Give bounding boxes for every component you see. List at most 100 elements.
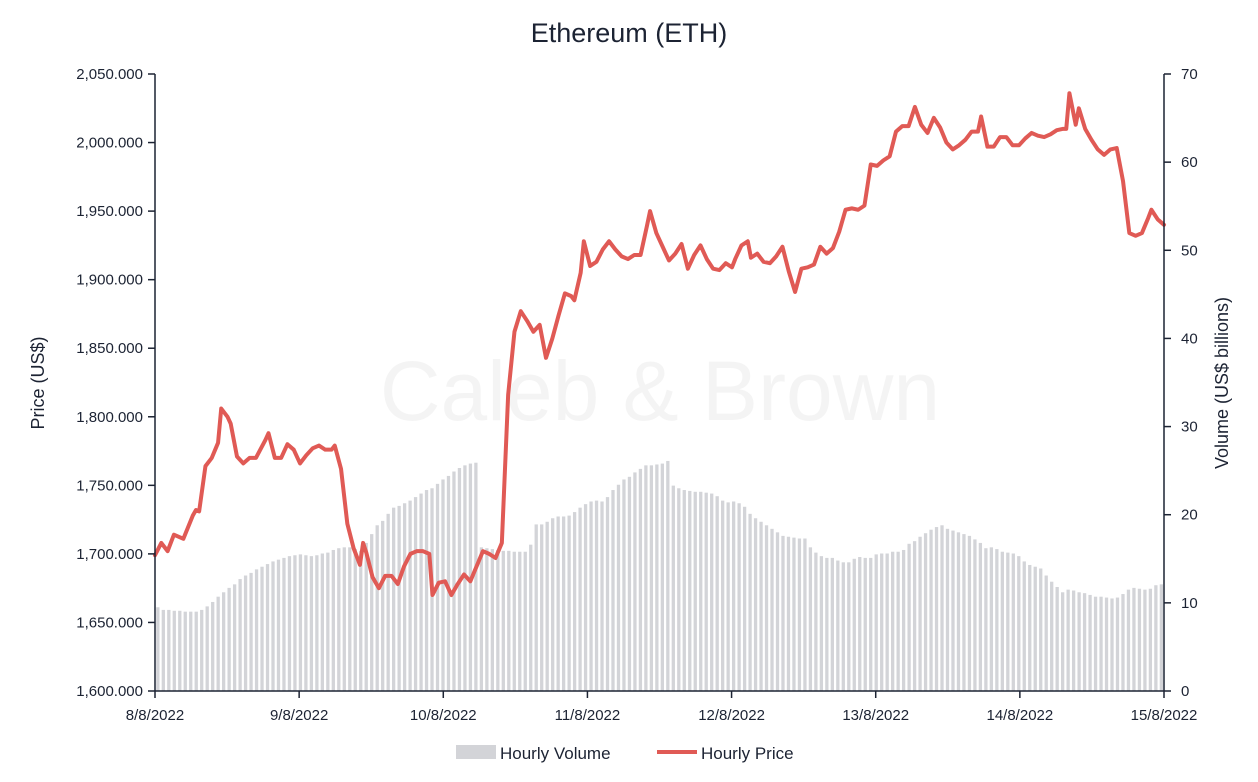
legend: Hourly Volume Hourly Price	[456, 744, 794, 763]
x-tick-label: 15/8/2022	[1131, 707, 1198, 724]
volume-bar	[677, 488, 681, 691]
volume-bar	[989, 547, 994, 691]
volume-bar	[797, 538, 802, 691]
volume-bar	[923, 533, 928, 691]
volume-bar	[200, 609, 204, 691]
volume-bar	[945, 528, 950, 691]
volume-bar	[742, 506, 747, 691]
volume-bar	[748, 513, 752, 691]
volume-bar	[298, 554, 303, 691]
left-tick-label: 1,600.000	[76, 683, 143, 700]
volume-bar	[413, 497, 418, 691]
volume-bar	[282, 557, 286, 691]
x-tick-label: 13/8/2022	[842, 707, 909, 724]
volume-bar	[446, 475, 451, 691]
left-tick-label: 1,800.000	[76, 409, 143, 426]
volume-bar	[315, 555, 319, 691]
volume-bar	[660, 463, 664, 691]
volume-bar	[633, 472, 637, 691]
volume-bar	[161, 609, 165, 691]
watermark: Caleb & Brown	[380, 344, 940, 438]
volume-bar	[951, 530, 955, 691]
volume-bar	[918, 536, 922, 691]
volume-bar	[1000, 551, 1004, 691]
volume-bar	[534, 524, 538, 691]
left-axis-ticks: 1,600.000 1,650.000 1,700.000 1,750.000 1,80…	[76, 66, 155, 700]
volume-bar	[211, 601, 215, 691]
volume-bar	[320, 553, 324, 691]
volume-bar	[1132, 587, 1136, 691]
x-tick-label: 9/8/2022	[270, 707, 328, 724]
volume-bar	[808, 547, 813, 691]
volume-bar	[616, 484, 621, 691]
volume-bar	[309, 556, 314, 691]
volume-bar	[364, 542, 368, 691]
volume-bar	[392, 507, 396, 691]
right-tick-label: 10	[1181, 595, 1198, 612]
volume-bar	[594, 500, 599, 691]
volume-bar	[814, 552, 818, 691]
volume-bar	[452, 471, 456, 691]
volume-bar	[189, 611, 193, 691]
volume-bar	[424, 490, 429, 691]
volume-bar	[940, 525, 944, 691]
volume-bar	[622, 479, 626, 691]
right-tick-label: 40	[1181, 330, 1198, 347]
volume-bar	[419, 493, 423, 691]
volume-bar	[874, 554, 878, 691]
volume-bar	[370, 534, 374, 691]
volume-bar	[792, 537, 796, 691]
volume-bar	[1104, 597, 1109, 691]
volume-bar	[556, 516, 560, 691]
left-tick-label: 1,700.000	[76, 546, 143, 563]
volume-bar	[545, 521, 549, 691]
volume-bar	[836, 560, 840, 691]
chart-title: Ethereum (ETH)	[531, 18, 728, 48]
volume-bar	[726, 502, 730, 691]
volume-bar	[1126, 589, 1131, 691]
volume-bar	[1061, 592, 1065, 691]
volume-bar	[276, 559, 281, 691]
volume-bar	[375, 525, 379, 691]
volume-bar	[1071, 590, 1076, 691]
volume-bar	[967, 535, 972, 691]
x-tick-label: 11/8/2022	[555, 707, 621, 724]
volume-bar	[238, 579, 242, 691]
volume-bar	[1148, 588, 1153, 691]
volume-bar	[381, 520, 385, 691]
price-line	[153, 91, 1166, 598]
left-tick-label: 2,050.000	[76, 66, 143, 83]
volume-bar	[858, 557, 862, 691]
volume-bar	[699, 491, 703, 691]
volume-bar	[583, 504, 588, 691]
volume-bar	[830, 557, 834, 691]
volume-bar	[561, 516, 566, 691]
left-tick-label: 1,650.000	[76, 614, 143, 631]
volume-bar	[578, 507, 582, 691]
volume-bar	[841, 562, 845, 691]
volume-bar	[529, 544, 533, 691]
volume-bar	[1033, 566, 1037, 691]
volume-bar	[1137, 588, 1142, 691]
left-tick-label: 2,000.000	[76, 135, 143, 152]
right-axis-title: Volume (US$ billions)	[1212, 297, 1232, 469]
volume-bar	[265, 564, 270, 691]
volume-bar	[178, 610, 182, 691]
left-axis-title: Price (US$)	[28, 336, 48, 429]
volume-bar	[337, 548, 341, 691]
volume-bar	[1159, 584, 1164, 691]
volume-bar	[770, 528, 774, 691]
volume-bar	[1055, 586, 1059, 691]
volume-bar	[655, 464, 659, 691]
volume-bar	[254, 569, 259, 691]
volume-bar	[1011, 553, 1015, 691]
volume-bar	[572, 512, 577, 691]
left-tick-label: 1,750.000	[76, 477, 143, 494]
volume-bar	[929, 529, 933, 691]
volume-bar	[287, 556, 292, 691]
volume-bar	[1077, 592, 1081, 691]
volume-bar	[891, 551, 895, 691]
volume-bar	[1066, 589, 1070, 691]
volume-bar	[485, 548, 489, 691]
volume-bar	[496, 549, 500, 691]
